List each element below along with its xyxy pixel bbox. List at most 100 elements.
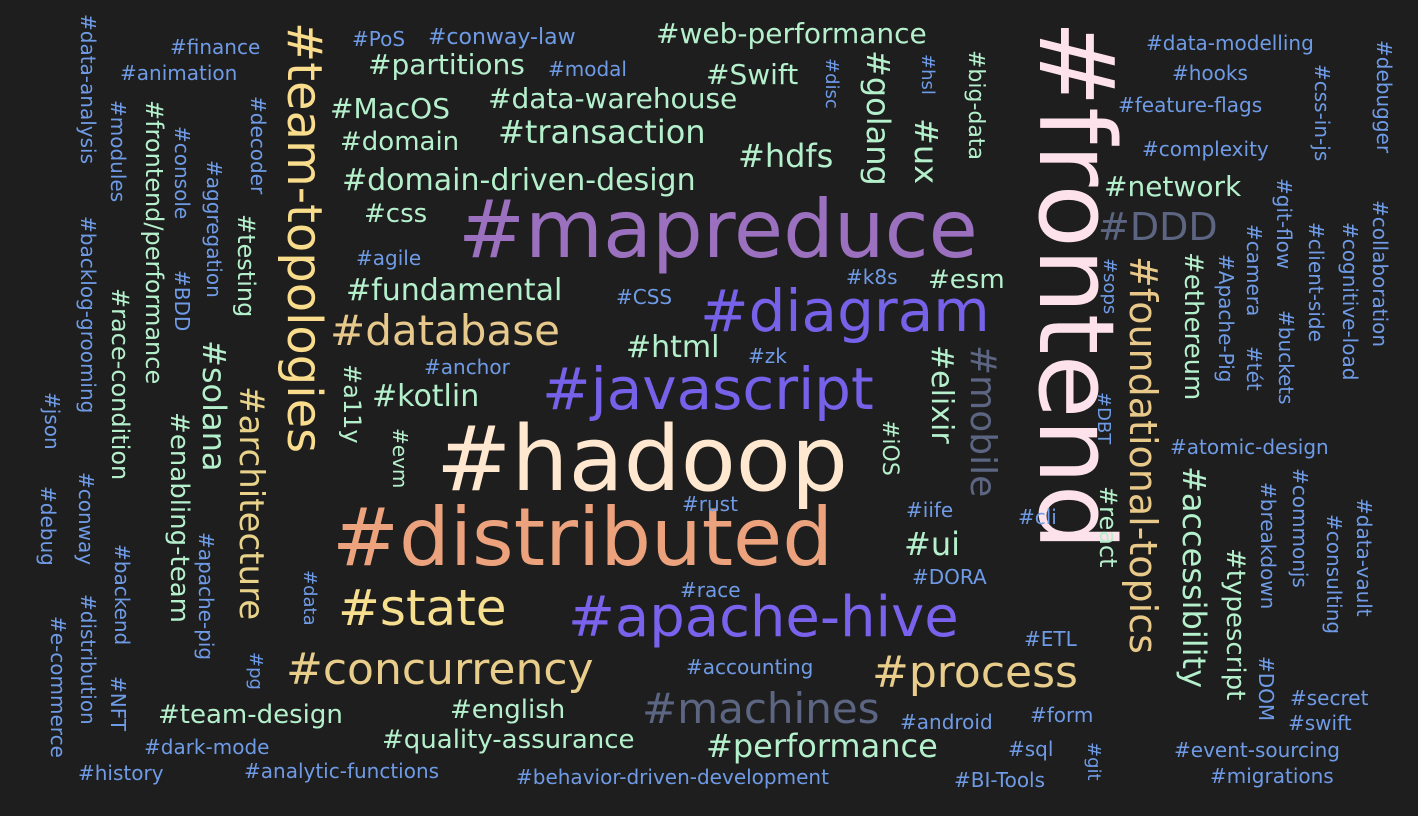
tag-hsl[interactable]: #hsl (917, 54, 938, 95)
tag-transaction[interactable]: #transaction (498, 113, 706, 151)
tag-ETL[interactable]: #ETL (1024, 627, 1077, 651)
tag-ux[interactable]: #ux (907, 118, 945, 185)
tag-backend[interactable]: #backend (110, 544, 134, 646)
tag-client-side[interactable]: #client-side (1304, 222, 1328, 342)
tag-DOM[interactable]: #DOM (1254, 656, 1278, 722)
tag-zk[interactable]: #zk (748, 344, 787, 368)
tag-team-topologies[interactable]: #team-topologies (276, 22, 332, 454)
tag-backlog-grooming[interactable]: #backlog-grooming (76, 216, 100, 414)
tag-race-condition[interactable]: #race-condition (106, 288, 134, 481)
tag-apache-pig[interactable]: #apache-pig (194, 532, 218, 661)
tag-css-in-js[interactable]: #css-in-js (1310, 64, 1334, 162)
tag-dark-mode[interactable]: #dark-mode (144, 735, 270, 759)
tag-quality-assurance[interactable]: #quality-assurance (382, 725, 635, 755)
tag-kotlin[interactable]: #kotlin (372, 379, 480, 414)
tag-big-data[interactable]: #big-data (963, 50, 988, 160)
tag-react[interactable]: #react (1094, 486, 1122, 568)
tag-foundational-topics[interactable]: #foundational-topics (1121, 256, 1165, 654)
tag-android[interactable]: #android (900, 710, 993, 734)
tag-atomic-design[interactable]: #atomic-design (1170, 435, 1329, 459)
tag-e-commerce[interactable]: #e-commerce (46, 616, 70, 758)
tag-commonjs[interactable]: #commonjs (1288, 468, 1312, 588)
tag-frontend-performance[interactable]: #frontend/performance (140, 100, 168, 385)
tag-buckets[interactable]: #buckets (1274, 310, 1298, 405)
tag-data-vault[interactable]: #data-vault (1352, 498, 1376, 617)
tag-sops[interactable]: #sops (1099, 258, 1120, 315)
tag-data[interactable]: #data (299, 570, 320, 626)
tag-evm[interactable]: #evm (388, 428, 412, 489)
tag-rust[interactable]: #rust (682, 492, 738, 516)
tag-camera[interactable]: #camera (1242, 224, 1266, 317)
tag-disc[interactable]: #disc (821, 58, 842, 109)
tag-debug[interactable]: #debug (36, 486, 60, 566)
tag-html[interactable]: #html (626, 330, 720, 365)
tag-data-analysis[interactable]: #data-analysis (76, 14, 100, 164)
tag-css[interactable]: #css (364, 199, 428, 229)
tag-debugger[interactable]: #debugger (1372, 40, 1396, 154)
tag-distributed[interactable]: #distributed (332, 491, 834, 584)
tag-aggregation[interactable]: #aggregation (202, 160, 226, 298)
tag-modal[interactable]: #modal (548, 57, 627, 81)
tag-testing[interactable]: #testing (232, 214, 260, 318)
tag-MacOS[interactable]: #MacOS (330, 92, 450, 125)
tag-machines[interactable]: #machines (642, 684, 880, 733)
tag-data-modelling[interactable]: #data-modelling (1146, 31, 1314, 55)
tag-git[interactable]: #git (1083, 742, 1104, 781)
tag-migrations[interactable]: #migrations (1210, 764, 1334, 788)
tag-conway[interactable]: #conway (74, 472, 98, 566)
tag-feature-flags[interactable]: #feature-flags (1118, 93, 1263, 117)
tag-DDD[interactable]: #DDD (1098, 205, 1218, 249)
tag-enabling-team[interactable]: #enabling-team (164, 412, 194, 623)
tag-team-design[interactable]: #team-design (158, 700, 343, 730)
tag-solana[interactable]: #solana (195, 340, 233, 472)
tag-esm[interactable]: #esm (928, 265, 1005, 295)
tag-event-sourcing[interactable]: #event-sourcing (1174, 738, 1340, 762)
tag-behavior-driven-development[interactable]: #behavior-driven-development (516, 765, 829, 789)
tag-apache-hive[interactable]: #apache-hive (568, 585, 959, 650)
tag-database[interactable]: #database (330, 306, 560, 355)
tag-state[interactable]: #state (338, 579, 507, 637)
tag-fundamental[interactable]: #fundamental (346, 273, 563, 308)
tag-agile[interactable]: #agile (356, 246, 422, 270)
tag-cli[interactable]: #cli (1018, 505, 1057, 529)
tag-performance[interactable]: #performance (706, 727, 938, 765)
tag-mapreduce[interactable]: #mapreduce (458, 183, 978, 276)
tag-concurrency[interactable]: #concurrency (286, 644, 594, 695)
tag-diagram[interactable]: #diagram (700, 277, 990, 345)
tag-domain-driven-design[interactable]: #domain-driven-design (342, 163, 696, 198)
tag-domain[interactable]: #domain (340, 127, 460, 157)
tag-breakdown[interactable]: #breakdown (1256, 482, 1280, 610)
tag-collaboration[interactable]: #collaboration (1368, 200, 1392, 348)
tag-finance[interactable]: #finance (170, 35, 261, 59)
tag-Apache-Pig[interactable]: #Apache-Pig (1214, 254, 1238, 383)
tag-architecture[interactable]: #architecture (231, 386, 271, 621)
tag-modules[interactable]: #modules (106, 100, 130, 203)
tag-Swift[interactable]: #Swift (706, 58, 799, 91)
tag-cognitive-load[interactable]: #cognitive-load (1338, 222, 1362, 381)
tag-sql[interactable]: #sql (1008, 737, 1054, 761)
tag-mobile[interactable]: #mobile (962, 345, 1003, 498)
tag-pg[interactable]: #pg (245, 652, 266, 690)
tag-form[interactable]: #form (1030, 703, 1094, 727)
tag-javascript[interactable]: #javascript (542, 355, 874, 423)
tag-process[interactable]: #process (872, 647, 1078, 698)
tag-network[interactable]: #network (1104, 170, 1242, 203)
tag-golang[interactable]: #golang (859, 50, 897, 186)
tag-swift[interactable]: #swift (1288, 711, 1352, 735)
tag-secret[interactable]: #secret (1290, 686, 1369, 710)
tag-data-warehouse[interactable]: #data-warehouse (488, 82, 738, 115)
tag-hadoop[interactable]: #hadoop (436, 407, 848, 512)
tag-DBT[interactable]: #DBT (1093, 392, 1114, 445)
tag-git-flow[interactable]: #git-flow (1272, 178, 1296, 270)
tag-tet[interactable]: #tét (1242, 346, 1266, 391)
tag-BDD[interactable]: #BDD (170, 270, 194, 332)
tag-distribution[interactable]: #distribution (76, 594, 100, 725)
tag-partitions[interactable]: #partitions (368, 48, 525, 81)
tag-json[interactable]: #json (40, 392, 64, 450)
tag-DORA[interactable]: #DORA (912, 565, 987, 589)
tag-hdfs[interactable]: #hdfs (738, 137, 834, 175)
tag-decoder[interactable]: #decoder (246, 96, 270, 195)
tag-a11y[interactable]: #a11y (338, 364, 366, 444)
tag-accounting[interactable]: #accounting (686, 655, 814, 679)
tag-BI-Tools[interactable]: #BI-Tools (954, 768, 1046, 792)
